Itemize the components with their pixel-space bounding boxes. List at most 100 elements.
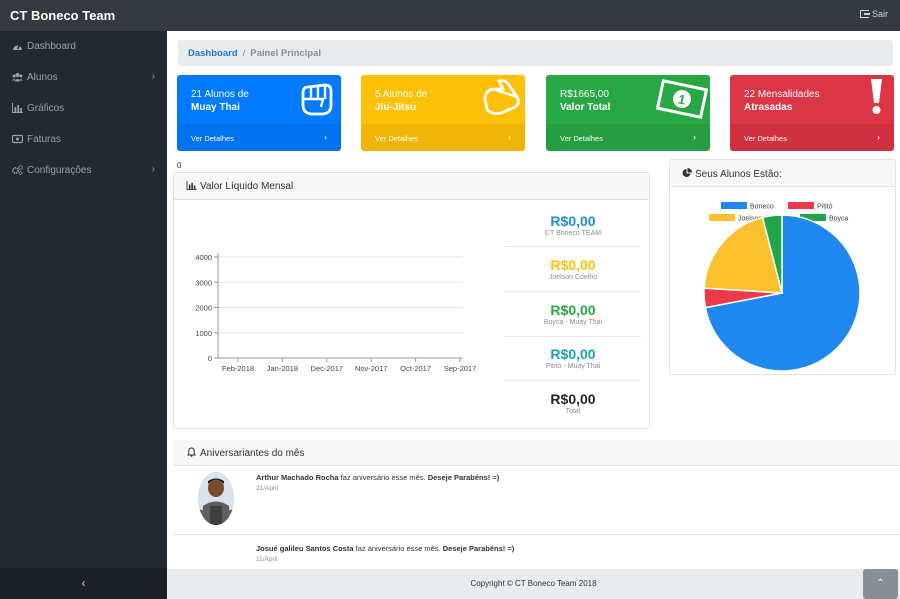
card-details-label: Ver Detalhes: [191, 134, 234, 143]
panel-header: Seus Alunos Estão:: [670, 160, 895, 187]
stat-total: R$0,00 Total: [505, 391, 641, 415]
bar-chart-icon: [186, 181, 197, 190]
chevron-right-icon: ›: [324, 132, 327, 142]
sidebar-item-graficos[interactable]: Gráficos: [0, 97, 167, 121]
breadcrumb-dashboard-link[interactable]: Dashboard: [188, 48, 238, 59]
money-bill-icon: 1: [656, 78, 708, 120]
x-tick-label: Oct-2017: [400, 364, 431, 373]
stat-value: R$0,00: [550, 302, 596, 318]
main-content: Dashboard / Painel Principal 21 Alunos de …: [167, 31, 900, 569]
birthday-date: 21/April: [256, 485, 279, 492]
logout-link[interactable]: Sair: [859, 9, 888, 19]
invoice-icon: [12, 134, 23, 144]
legend-label: Boyca: [829, 216, 849, 223]
legend-swatch: [709, 214, 735, 221]
stat-value: R$0,00: [550, 257, 596, 273]
birthday-congrats: Deseje Parabéns! =): [442, 544, 515, 553]
pie-slice: [703, 216, 783, 294]
y-tick-label: 0: [208, 354, 212, 363]
birthdays-header: Aniversariantes do mês: [173, 440, 900, 466]
legend-label: Boneco: [750, 204, 774, 211]
exclamation-icon: [871, 79, 882, 114]
card-muay-thai[interactable]: 21 Alunos de Muay Thai Ver Detalhes ›: [177, 75, 341, 151]
line-chart: 0 1000 2000 3000 4000 Feb-2018 Jan-2018 Dec-201…: [195, 253, 477, 373]
legend-swatch: [721, 202, 747, 209]
card-details-link[interactable]: Ver Detalhes ›: [361, 124, 525, 151]
birthday-entry: Arthur Machado Rocha faz aniversário ess…: [256, 473, 499, 492]
line-chart-panel: Valor Líquido Mensal 0 1000 2000 3000 4000 Fe…: [173, 172, 650, 429]
card-details-label: Ver Detalhes: [744, 134, 787, 143]
card-mensalidades-atrasadas[interactable]: 22 Mensalidades Atrasadas Ver Detalhes ›: [730, 75, 894, 151]
panel-title: Seus Alunos Estão:: [695, 169, 782, 180]
stat-name: Boyca - Muay Thai: [543, 319, 603, 326]
legend-label: Pititó: [817, 204, 833, 211]
stray-value: 0: [177, 161, 182, 170]
chevron-right-icon: ›: [151, 164, 155, 175]
card-label: Jiu-Jitsu: [375, 102, 417, 113]
card-details-link[interactable]: Ver Detalhes ›: [177, 124, 341, 151]
card-label: Muay Thai: [191, 102, 240, 113]
avatar: [198, 472, 234, 525]
y-tick-label: 3000: [195, 278, 212, 287]
sidebar-item-configuracoes[interactable]: Configurações ›: [0, 159, 167, 183]
bar-chart-icon: [12, 103, 23, 113]
x-tick-label: Nov-2017: [355, 364, 388, 373]
sidebar: Dashboard Alunos › Gráficos Faturas Conf…: [0, 31, 167, 599]
card-label: Atrasadas: [744, 102, 793, 113]
sidebar-item-label: Configurações: [27, 165, 92, 176]
logout-label: Sair: [871, 9, 888, 19]
sidebar-item-dashboard[interactable]: Dashboard: [0, 35, 167, 59]
birthday-name: Josué galileu Santos Costa: [256, 544, 354, 553]
stat-value: R$0,00: [550, 213, 596, 229]
sidebar-item-label: Dashboard: [27, 41, 76, 52]
birthday-text: faz aniversário esse mês.: [353, 544, 443, 553]
pie-slice: [761, 214, 783, 294]
birthdays-title: Aniversariantes do mês: [200, 448, 305, 459]
card-details-link[interactable]: Ver Detalhes ›: [546, 124, 710, 151]
footer: Copyright © CT Boneco Team 2018: [167, 569, 900, 599]
fist-icon: [301, 83, 333, 116]
hand-point-icon: [483, 79, 520, 115]
top-navbar: CT Boneco Team Sair: [0, 0, 900, 31]
stat-value: R$0,00: [550, 391, 596, 407]
card-label: Valor Total: [560, 102, 611, 113]
card-valor-total[interactable]: 1 R$1665,00 Valor Total Ver Detalhes ›: [546, 75, 710, 151]
sidebar-item-alunos[interactable]: Alunos ›: [0, 66, 167, 90]
legend-swatch: [788, 202, 814, 209]
card-jiu-jitsu[interactable]: 5 Alunos de Jiu-Jitsu Ver Detalhes ›: [361, 75, 525, 151]
birthday-text: faz aniversário esse mês.: [338, 473, 428, 482]
sidebar-item-label: Faturas: [27, 134, 61, 145]
breadcrumb-separator: /: [242, 48, 246, 59]
pie-chart-icon: [682, 168, 692, 177]
chevron-right-icon: ›: [877, 132, 880, 142]
sidebar-toggle-button[interactable]: ‹: [0, 568, 167, 599]
sidebar-item-label: Alunos: [27, 72, 58, 83]
stat-name: Pititó - Muay Thai: [545, 363, 601, 370]
y-tick-label: 2000: [195, 304, 212, 313]
card-details-link[interactable]: Ver Detalhes ›: [730, 124, 894, 151]
gears-icon: [12, 165, 23, 175]
sign-out-icon: [859, 10, 870, 18]
x-tick-label: Sep-2017: [444, 364, 477, 373]
y-tick-label: 4000: [195, 253, 212, 262]
stat-value: R$0,00: [550, 346, 596, 362]
card-count: 21 Alunos de: [191, 89, 249, 100]
birthday-entry: Josué galileu Santos Costa faz aniversár…: [256, 544, 514, 563]
svg-text:1: 1: [677, 91, 687, 107]
sidebar-item-faturas[interactable]: Faturas: [0, 128, 167, 152]
breadcrumb-active: Painel Principal: [250, 48, 322, 59]
legend-swatch: [800, 214, 826, 221]
dashboard-icon: [13, 44, 22, 50]
copyright-text: Copyright © CT Boneco Team 2018: [470, 579, 597, 588]
brand-title[interactable]: CT Boneco Team: [10, 8, 116, 23]
avatar-image: [198, 472, 234, 525]
birthday-congrats: Deseje Parabéns! =): [427, 473, 500, 482]
panel-title: Valor Líquido Mensal: [200, 181, 294, 192]
x-tick-label: Jan-2018: [267, 364, 298, 373]
scroll-to-top-button[interactable]: ⌃: [863, 569, 898, 599]
divider: [505, 246, 641, 247]
chevron-right-icon: ›: [693, 132, 696, 142]
birthday-name: Arthur Machado Rocha: [256, 473, 339, 482]
